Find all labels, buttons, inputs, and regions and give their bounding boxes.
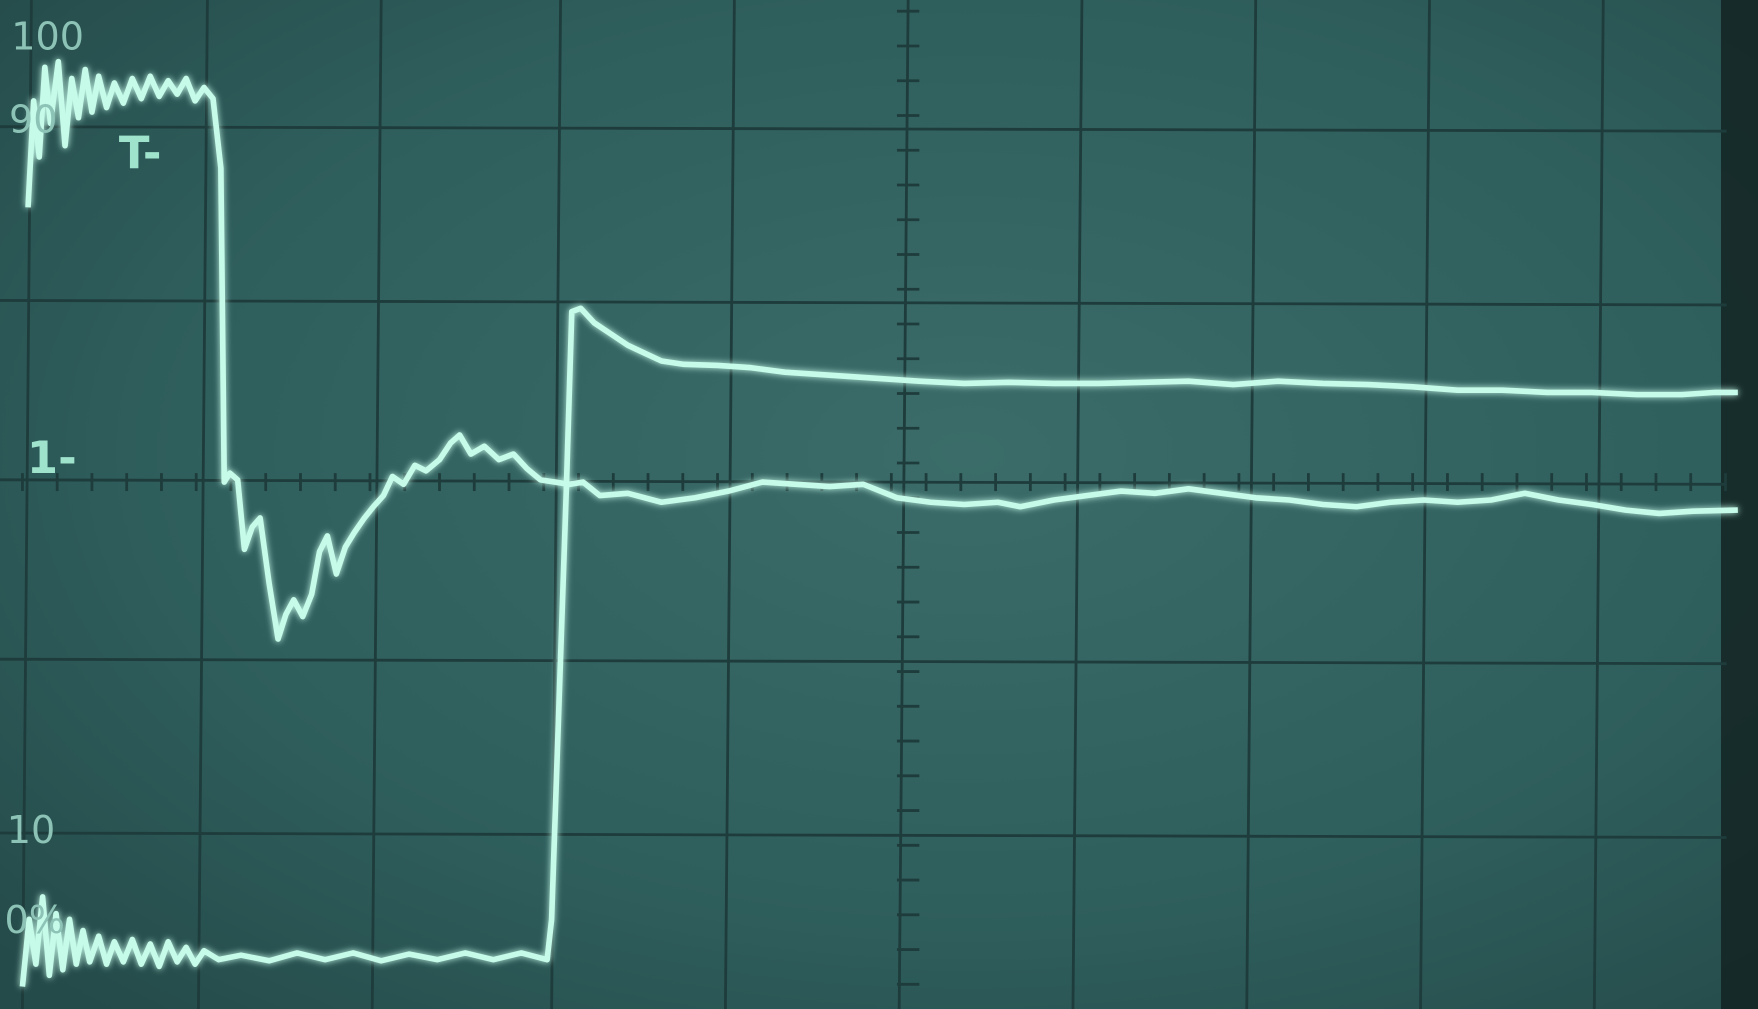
screen-edge: [1721, 0, 1758, 1009]
traces: [19, 58, 1738, 987]
graticule-label: 0%: [4, 898, 64, 942]
grid-line: [0, 125, 1727, 133]
channel-marker: 1-: [27, 431, 77, 484]
trace-response: [19, 305, 1738, 987]
graticule-label: 100: [11, 14, 84, 58]
graticule-label: 10: [7, 808, 56, 852]
grid-line: [1071, 0, 1084, 1009]
trace-pulse: [25, 58, 1738, 642]
grid-line: [723, 0, 736, 1009]
grid-line: [0, 831, 1727, 839]
graticule-ticks: [21, 9, 1727, 986]
grid-line: [0, 299, 1727, 307]
grid-line: [0, 657, 1727, 666]
grid-line: [197, 0, 209, 1009]
grid-line: [1245, 0, 1258, 1009]
trigger-marker: T-: [119, 126, 162, 179]
graticule-label: 90: [9, 97, 58, 141]
grid-line: [897, 0, 910, 1009]
grid-line: [1419, 0, 1431, 1009]
